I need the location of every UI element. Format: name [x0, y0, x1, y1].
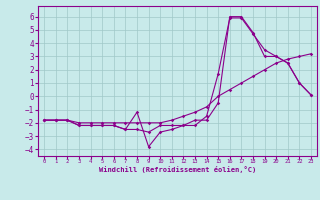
- X-axis label: Windchill (Refroidissement éolien,°C): Windchill (Refroidissement éolien,°C): [99, 166, 256, 173]
